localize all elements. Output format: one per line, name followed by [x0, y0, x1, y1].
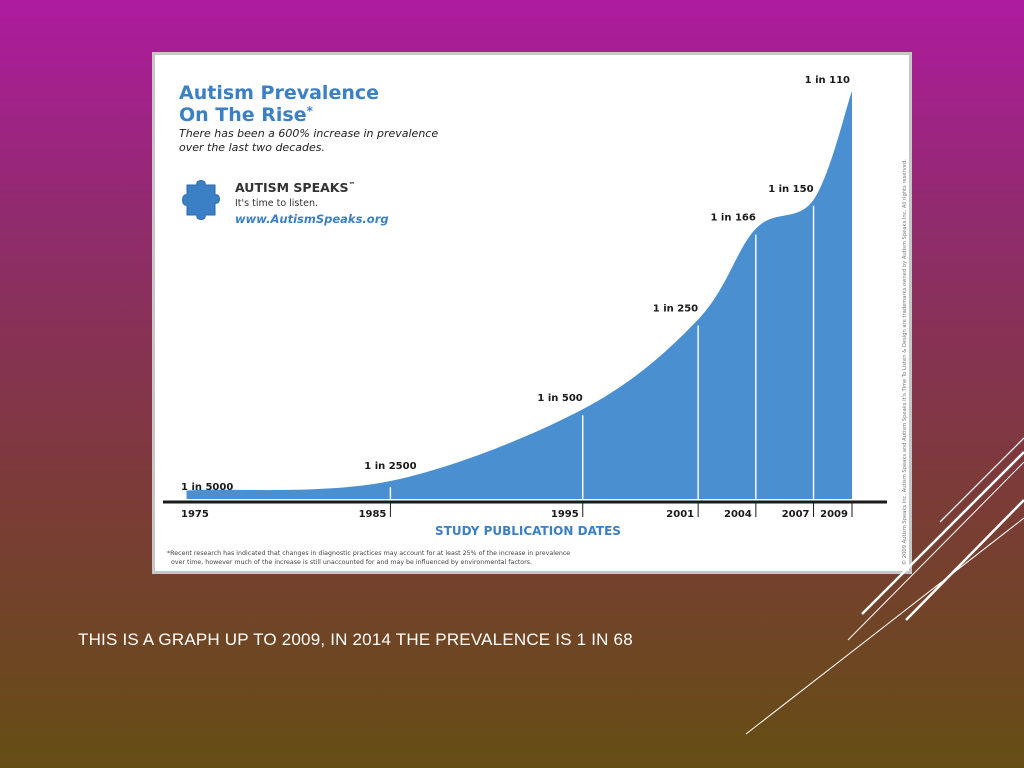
- slide-caption: THIS IS A GRAPH UP TO 2009, IN 2014 THE …: [78, 630, 633, 649]
- tick-label-1985: 1985: [359, 509, 387, 520]
- point-labels: 1 in 5000 1 in 2500 1 in 500 1 in 250 1 in 1…: [181, 75, 850, 493]
- prevalence-area: [179, 91, 852, 499]
- chart-title: Autism Prevalence: [179, 82, 379, 104]
- chart-subtitle-line2: over the last two decades.: [179, 141, 325, 154]
- point-label-2009: 1 in 110: [805, 75, 850, 86]
- tick-label-1975: 1975: [181, 509, 209, 520]
- point-markers: [389, 205, 815, 499]
- tick-label-2007: 2007: [782, 509, 810, 520]
- point-label-2004: 1 in 166: [710, 213, 755, 224]
- x-axis-label: STUDY PUBLICATION DATES: [435, 524, 621, 538]
- point-label-2001: 1 in 250: [653, 303, 698, 314]
- tick-label-2009: 2009: [820, 509, 848, 520]
- tick-label-1995: 1995: [551, 509, 579, 520]
- decor-line: [939, 437, 1024, 523]
- decor-line: [847, 461, 1024, 641]
- decor-line: [861, 451, 1024, 615]
- chart-subtitle-line1: There has been a 600% increase in preval…: [179, 127, 438, 140]
- copyright-notice: © 2009 Autism Speaks Inc. Autism Speaks …: [901, 159, 908, 565]
- point-label-1975: 1 in 5000: [181, 482, 233, 493]
- chart-image-frame: Autism Prevalence On The Rise* There has…: [152, 52, 912, 574]
- point-label-2007: 1 in 150: [768, 184, 813, 195]
- logo-url: www.AutismSpeaks.org: [235, 212, 389, 226]
- decor-line: [905, 499, 1024, 621]
- tick-label-2004: 2004: [724, 509, 752, 520]
- tick-label-2001: 2001: [666, 509, 694, 520]
- decor-line: [745, 517, 1024, 735]
- prevalence-chart: Autism Prevalence On The Rise* There has…: [163, 75, 908, 566]
- chart-title-line2: On The Rise*: [179, 104, 314, 126]
- footnote-line1: *Recent research has indicated that chan…: [167, 550, 570, 557]
- puzzle-piece-icon: [182, 180, 220, 220]
- logo-tagline: It's time to listen.: [235, 198, 318, 209]
- point-label-1995: 1 in 500: [537, 393, 582, 404]
- footnote-line2: over time, however much of the increase …: [171, 559, 532, 566]
- x-axis-ticks: 1975 1985 1995 2001 2004 2007 2009: [181, 503, 853, 520]
- point-label-1985: 1 in 2500: [364, 461, 416, 472]
- logo-name: AUTISM SPEAKS™: [235, 180, 355, 195]
